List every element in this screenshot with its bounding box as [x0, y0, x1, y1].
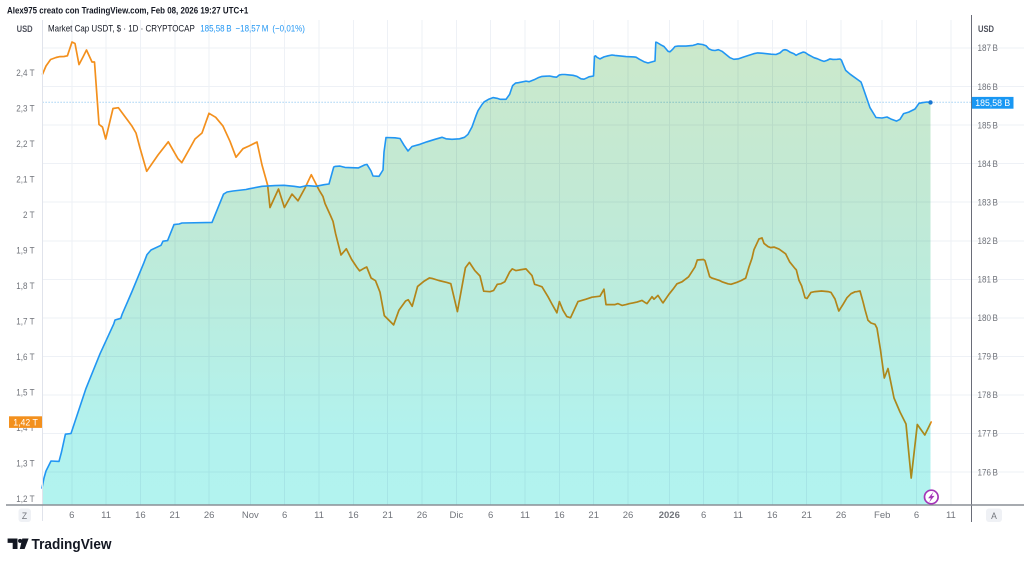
svg-text:Feb: Feb	[874, 510, 890, 521]
svg-text:186 B: 186 B	[978, 81, 999, 92]
svg-text:6: 6	[69, 510, 74, 521]
svg-text:TradingView: TradingView	[32, 536, 112, 552]
svg-text:16: 16	[135, 510, 146, 521]
svg-text:Nov: Nov	[242, 510, 259, 521]
svg-text:26: 26	[623, 510, 634, 521]
svg-text:178 B: 178 B	[978, 390, 999, 401]
svg-text:Dic: Dic	[450, 510, 464, 521]
svg-text:182 B: 182 B	[978, 235, 999, 246]
svg-text:11: 11	[314, 510, 324, 521]
svg-text:1,2 T: 1,2 T	[16, 494, 35, 505]
svg-text:Alex975 creato con TradingView: Alex975 creato con TradingView.com, Feb …	[7, 5, 248, 16]
svg-text:11: 11	[520, 510, 530, 521]
svg-text:1,42 T: 1,42 T	[13, 417, 38, 427]
svg-text:16: 16	[348, 510, 359, 521]
svg-text:21: 21	[170, 510, 181, 521]
svg-text:187 B: 187 B	[978, 43, 999, 54]
svg-text:1,8 T: 1,8 T	[16, 281, 35, 292]
svg-text:176 B: 176 B	[978, 467, 999, 478]
svg-text:26: 26	[204, 510, 215, 521]
svg-text:183 B: 183 B	[978, 197, 999, 208]
svg-text:2,3 T: 2,3 T	[16, 103, 35, 114]
svg-text:21: 21	[382, 510, 393, 521]
svg-text:1,6 T: 1,6 T	[16, 352, 35, 363]
svg-text:11: 11	[946, 510, 956, 521]
svg-text:180 B: 180 B	[978, 312, 999, 323]
svg-text:Market Cap USDT, $ · 1D · CRYP: Market Cap USDT, $ · 1D · CRYPTOCAP 185,…	[48, 23, 305, 34]
svg-text:11: 11	[101, 510, 111, 521]
svg-text:1,9 T: 1,9 T	[16, 245, 35, 256]
svg-text:26: 26	[417, 510, 428, 521]
svg-text:16: 16	[554, 510, 565, 521]
svg-text:USD: USD	[17, 23, 33, 34]
svg-text:2,4 T: 2,4 T	[16, 68, 35, 79]
svg-text:177 B: 177 B	[978, 428, 999, 439]
svg-text:26: 26	[836, 510, 847, 521]
svg-text:21: 21	[588, 510, 599, 521]
svg-text:6: 6	[282, 510, 287, 521]
svg-text:2,2 T: 2,2 T	[16, 139, 35, 150]
svg-text:USD: USD	[978, 23, 994, 34]
svg-text:6: 6	[701, 510, 706, 521]
svg-text:21: 21	[801, 510, 812, 521]
svg-text:1,3 T: 1,3 T	[16, 458, 35, 469]
svg-text:184 B: 184 B	[978, 158, 999, 169]
svg-text:185,58 B: 185,58 B	[975, 98, 1010, 108]
svg-text:185 B: 185 B	[978, 120, 999, 131]
svg-text:181 B: 181 B	[978, 274, 999, 285]
svg-text:2,1 T: 2,1 T	[16, 174, 35, 185]
svg-text:16: 16	[767, 510, 778, 521]
svg-text:Z: Z	[22, 511, 28, 522]
svg-text:1,5 T: 1,5 T	[16, 387, 35, 398]
svg-text:2 T: 2 T	[23, 210, 35, 221]
svg-text:179 B: 179 B	[978, 351, 999, 362]
svg-text:6: 6	[488, 510, 493, 521]
svg-text:6: 6	[914, 510, 919, 521]
svg-text:1,4 T: 1,4 T	[16, 423, 35, 434]
svg-text:1,7 T: 1,7 T	[16, 316, 35, 327]
svg-text:11: 11	[733, 510, 743, 521]
svg-text:2026: 2026	[659, 510, 680, 521]
svg-text:A: A	[991, 511, 997, 522]
